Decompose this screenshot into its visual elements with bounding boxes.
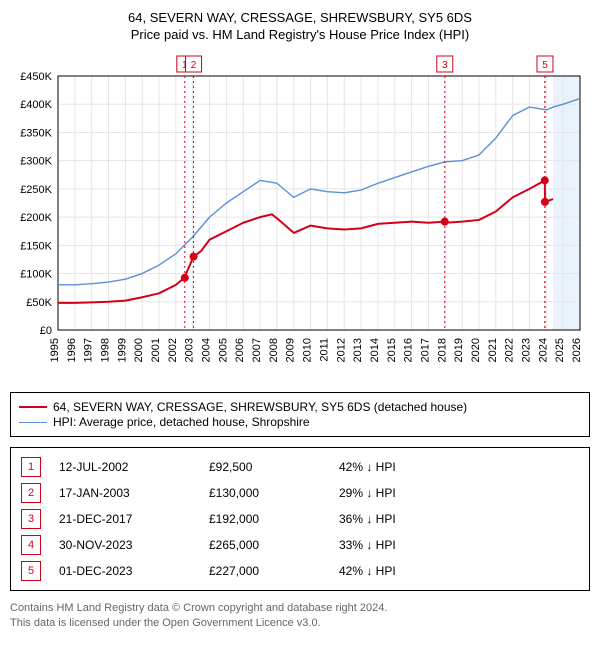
- svg-text:2019: 2019: [453, 338, 465, 362]
- svg-text:2008: 2008: [268, 338, 280, 362]
- svg-text:1999: 1999: [116, 338, 128, 362]
- transaction-date: 12-JUL-2002: [59, 460, 209, 474]
- svg-text:2017: 2017: [419, 338, 431, 362]
- transaction-marker: 3: [21, 509, 41, 529]
- svg-text:2014: 2014: [369, 338, 381, 362]
- transaction-price: £265,000: [209, 538, 339, 552]
- svg-text:2024: 2024: [537, 338, 549, 362]
- svg-text:2012: 2012: [335, 338, 347, 362]
- legend-label: HPI: Average price, detached house, Shro…: [53, 415, 310, 429]
- svg-text:3: 3: [442, 60, 448, 71]
- svg-text:£150K: £150K: [20, 240, 52, 252]
- svg-text:£250K: £250K: [20, 184, 52, 196]
- transaction-hpi-diff: 42% ↓ HPI: [339, 564, 396, 578]
- footer-line-2: This data is licensed under the Open Gov…: [10, 616, 590, 631]
- svg-text:£350K: £350K: [20, 127, 52, 139]
- price-chart: £0 £50K £100K £150K £200K £250K £300K £350K £400…: [10, 50, 590, 380]
- svg-text:2007: 2007: [251, 338, 263, 362]
- transaction-marker: 4: [21, 535, 41, 555]
- svg-text:2003: 2003: [184, 338, 196, 362]
- svg-text:2009: 2009: [285, 338, 297, 362]
- svg-text:2022: 2022: [504, 338, 516, 362]
- chart-title-line2: Price paid vs. HM Land Registry's House …: [10, 27, 590, 42]
- legend-item: HPI: Average price, detached house, Shro…: [19, 415, 581, 429]
- svg-text:2016: 2016: [403, 338, 415, 362]
- svg-text:2015: 2015: [386, 338, 398, 362]
- data-attribution: Contains HM Land Registry data © Crown c…: [10, 601, 590, 631]
- svg-text:2021: 2021: [487, 338, 499, 362]
- transaction-hpi-diff: 29% ↓ HPI: [339, 486, 396, 500]
- transaction-row: 2 17-JAN-2003£130,00029% ↓ HPI: [15, 480, 585, 506]
- svg-text:£450K: £450K: [20, 71, 52, 83]
- svg-text:2006: 2006: [234, 338, 246, 362]
- transaction-marker: 2: [21, 483, 41, 503]
- svg-text:2011: 2011: [318, 338, 330, 362]
- svg-text:1996: 1996: [66, 338, 78, 362]
- svg-text:2025: 2025: [554, 338, 566, 362]
- transaction-date: 01-DEC-2023: [59, 564, 209, 578]
- svg-text:2023: 2023: [520, 338, 532, 362]
- transaction-hpi-diff: 33% ↓ HPI: [339, 538, 396, 552]
- transaction-row: 5 01-DEC-2023£227,00042% ↓ HPI: [15, 558, 585, 584]
- legend-label: 64, SEVERN WAY, CRESSAGE, SHREWSBURY, SY…: [53, 400, 467, 414]
- transaction-row: 1 12-JUL-2002£92,50042% ↓ HPI: [15, 454, 585, 480]
- legend-item: 64, SEVERN WAY, CRESSAGE, SHREWSBURY, SY…: [19, 400, 581, 414]
- svg-text:2013: 2013: [352, 338, 364, 362]
- svg-text:2005: 2005: [217, 338, 229, 362]
- svg-text:2004: 2004: [201, 338, 213, 362]
- svg-text:2026: 2026: [571, 338, 583, 362]
- svg-text:£200K: £200K: [20, 212, 52, 224]
- svg-text:2010: 2010: [302, 338, 314, 362]
- transaction-price: £227,000: [209, 564, 339, 578]
- svg-text:2: 2: [191, 60, 197, 71]
- transaction-price: £192,000: [209, 512, 339, 526]
- svg-text:2001: 2001: [150, 338, 162, 362]
- transaction-row: 3 21-DEC-2017£192,00036% ↓ HPI: [15, 506, 585, 532]
- svg-text:1997: 1997: [83, 338, 95, 362]
- svg-text:£0: £0: [40, 325, 52, 337]
- svg-text:2020: 2020: [470, 338, 482, 362]
- svg-text:2000: 2000: [133, 338, 145, 362]
- transaction-row: 4 30-NOV-2023£265,00033% ↓ HPI: [15, 532, 585, 558]
- svg-text:£400K: £400K: [20, 99, 52, 111]
- transaction-marker: 5: [21, 561, 41, 581]
- transaction-date: 21-DEC-2017: [59, 512, 209, 526]
- svg-text:2002: 2002: [167, 338, 179, 362]
- transaction-date: 30-NOV-2023: [59, 538, 209, 552]
- footer-line-1: Contains HM Land Registry data © Crown c…: [10, 601, 590, 616]
- svg-text:1998: 1998: [100, 338, 112, 362]
- transaction-marker: 1: [21, 457, 41, 477]
- transaction-hpi-diff: 42% ↓ HPI: [339, 460, 396, 474]
- transaction-date: 17-JAN-2003: [59, 486, 209, 500]
- svg-text:£300K: £300K: [20, 156, 52, 168]
- transactions-table: 112-JUL-2002£92,50042% ↓ HPI217-JAN-2003…: [10, 447, 590, 591]
- svg-text:2018: 2018: [436, 338, 448, 362]
- transaction-hpi-diff: 36% ↓ HPI: [339, 512, 396, 526]
- legend-swatch: [19, 422, 47, 423]
- legend-swatch: [19, 406, 47, 408]
- chart-area: £0 £50K £100K £150K £200K £250K £300K £350K £400…: [10, 50, 590, 380]
- svg-text:5: 5: [542, 60, 548, 71]
- chart-legend: 64, SEVERN WAY, CRESSAGE, SHREWSBURY, SY…: [10, 392, 590, 437]
- svg-text:1995: 1995: [49, 338, 61, 362]
- chart-title-line1: 64, SEVERN WAY, CRESSAGE, SHREWSBURY, SY…: [10, 10, 590, 25]
- transaction-price: £130,000: [209, 486, 339, 500]
- svg-text:£50K: £50K: [26, 297, 52, 309]
- svg-text:£100K: £100K: [20, 269, 52, 281]
- transaction-price: £92,500: [209, 460, 339, 474]
